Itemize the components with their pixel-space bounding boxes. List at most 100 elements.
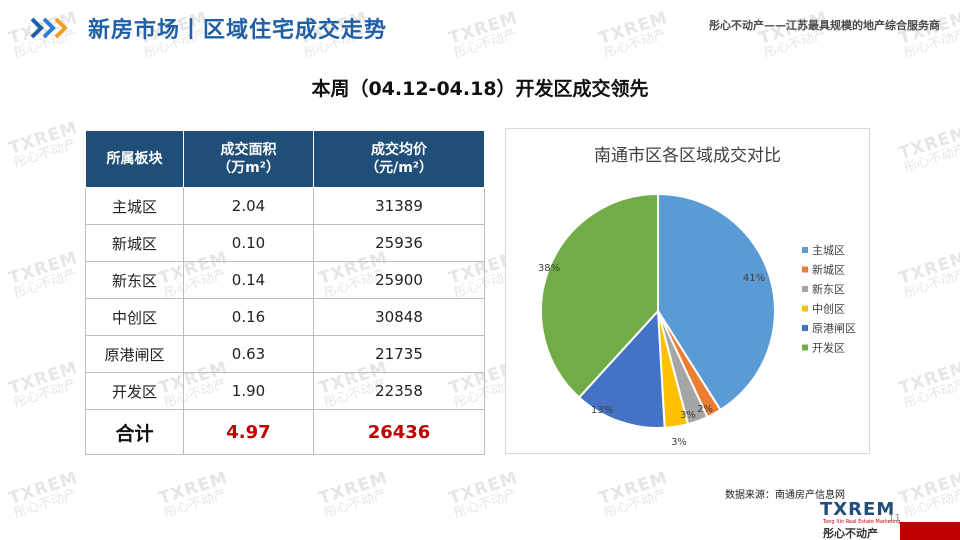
watermark-cn: 彤心不动产: [602, 486, 669, 522]
col-header-area-line1: 成交面积: [220, 141, 277, 158]
table-row: 原港闸区 0.63 21735: [85, 335, 485, 373]
watermark-cn: 彤心不动产: [902, 141, 960, 177]
legend-swatch: [802, 305, 808, 312]
total-price: 26436: [313, 409, 485, 455]
watermark-cn: 彤心不动产: [322, 486, 389, 522]
watermark-wordmark: TXREM: [896, 467, 960, 509]
logo-wordmark: TXREM: [820, 499, 896, 520]
watermark-wordmark: TXREM: [896, 247, 960, 289]
cell-area: 1.90: [183, 372, 314, 410]
watermark-cn: 彤心不动产: [452, 486, 519, 522]
pie-slice: [540, 192, 659, 399]
table-row: 新城区 0.10 25936: [85, 224, 485, 262]
chevron-arrows-icon: [30, 17, 68, 39]
legend-label: 中创区: [812, 303, 845, 316]
page-number: 11: [888, 513, 901, 524]
col-header-price-line2: （元/m²）: [365, 160, 433, 176]
data-label: 3%: [680, 410, 696, 421]
logo-subtitle: Tong Xin Real Estate Marketing: [823, 519, 901, 525]
watermark-cn: 彤心不动产: [12, 376, 79, 412]
cell-district: 主城区: [85, 187, 184, 225]
cell-price: 25936: [313, 224, 485, 262]
legend-swatch: [802, 325, 808, 331]
table-row: 主城区 2.04 31389: [85, 187, 485, 225]
table-total-row: 合计 4.97 26436: [85, 409, 485, 455]
chart-title: 南通市区各区域成交对比: [594, 146, 781, 166]
watermark-wordmark: TXREM: [596, 467, 671, 509]
data-label: 3%: [671, 437, 687, 448]
table-header-row: 所属板块 成交面积 （万m²） 成交均价 （元/m²）: [85, 130, 485, 188]
cell-price: 30848: [313, 298, 485, 336]
legend-label: 新城区: [812, 263, 845, 277]
legend-swatch: [802, 286, 808, 292]
watermark-cn: 彤心不动产: [162, 486, 229, 522]
legend-swatch: [802, 247, 808, 253]
cell-district: 新东区: [85, 261, 184, 299]
legend-label: 开发区: [812, 341, 845, 355]
watermark-cn: 彤心不动产: [902, 486, 960, 522]
cell-district: 原港闸区: [85, 335, 184, 373]
legend-label: 主城区: [812, 244, 845, 257]
watermark-wordmark: TXREM: [896, 122, 960, 164]
logo-chinese-name: 彤心不动产: [823, 527, 878, 540]
cell-area: 2.04: [183, 187, 314, 225]
watermark-cn: 彤心不动产: [12, 136, 79, 172]
watermark-wordmark: TXREM: [316, 467, 391, 509]
cell-price: 22358: [313, 372, 485, 410]
data-source-note: 数据来源：南通房产信息网: [725, 490, 845, 501]
table-row: 开发区 1.90 22358: [85, 372, 485, 410]
cell-area: 0.16: [183, 298, 314, 336]
pie-chart-panel: 南通市区各区域成交对比 41% 2% 3% 3% 13% 38% 主城区 新城区 新东区 中创区原…: [505, 128, 870, 454]
header-tagline: 彤心不动产——江苏最具规模的地产综合服务商: [709, 19, 940, 32]
watermark-wordmark: TXREM: [156, 467, 231, 509]
total-area: 4.97: [183, 409, 314, 455]
cell-price: 25900: [313, 261, 485, 299]
legend-label: 原港闸区: [812, 322, 856, 335]
table-row: 中创区 0.16 30848: [85, 298, 485, 336]
page-title: 本周（04.12-04.18）开发区成交领先: [311, 78, 649, 100]
watermark-wordmark: TXREM: [896, 357, 960, 399]
data-label: 2%: [697, 404, 713, 415]
legend-swatch: [802, 266, 808, 273]
total-label: 合计: [85, 409, 184, 455]
watermark-cn: 彤心不动产: [12, 266, 79, 302]
cell-district: 开发区: [85, 372, 184, 410]
cell-district: 新城区: [85, 224, 184, 262]
pie-slice: [577, 308, 666, 429]
header-title: 新房市场丨区域住宅成交走势: [88, 18, 388, 43]
legend-label: 新东区: [812, 282, 845, 296]
table-row: 新东区 0.14 25900: [85, 261, 485, 299]
data-label: 38%: [538, 263, 560, 274]
watermark-cn: 彤心不动产: [902, 266, 960, 302]
transaction-table: 所属板块 成交面积 （万m²） 成交均价 （元/m²） 主城区 2.04 313…: [85, 130, 485, 455]
col-header-area-line2: （万m²）: [217, 160, 280, 176]
watermark-cn: 彤心不动产: [12, 486, 79, 522]
col-header-price: 成交均价 （元/m²）: [313, 130, 485, 188]
legend-swatch: [802, 344, 808, 351]
watermark-wordmark: TXREM: [6, 467, 81, 509]
watermark-wordmark: TXREM: [6, 247, 81, 289]
company-logo: TXREM Tong Xin Real Estate Marketing 彤心不…: [820, 499, 901, 540]
footer-accent-bar: [900, 522, 960, 540]
cell-price: 31389: [313, 187, 485, 225]
watermark-cn: 彤心不动产: [902, 376, 960, 412]
data-label: 41%: [743, 273, 765, 284]
header-bar: 新房市场丨区域住宅成交走势 彤心不动产——江苏最具规模的地产综合服务商: [0, 0, 960, 56]
watermark-wordmark: TXREM: [6, 117, 81, 159]
cell-district: 中创区: [85, 298, 184, 336]
watermark-wordmark: TXREM: [6, 357, 81, 399]
col-header-district: 所属板块: [85, 130, 184, 188]
